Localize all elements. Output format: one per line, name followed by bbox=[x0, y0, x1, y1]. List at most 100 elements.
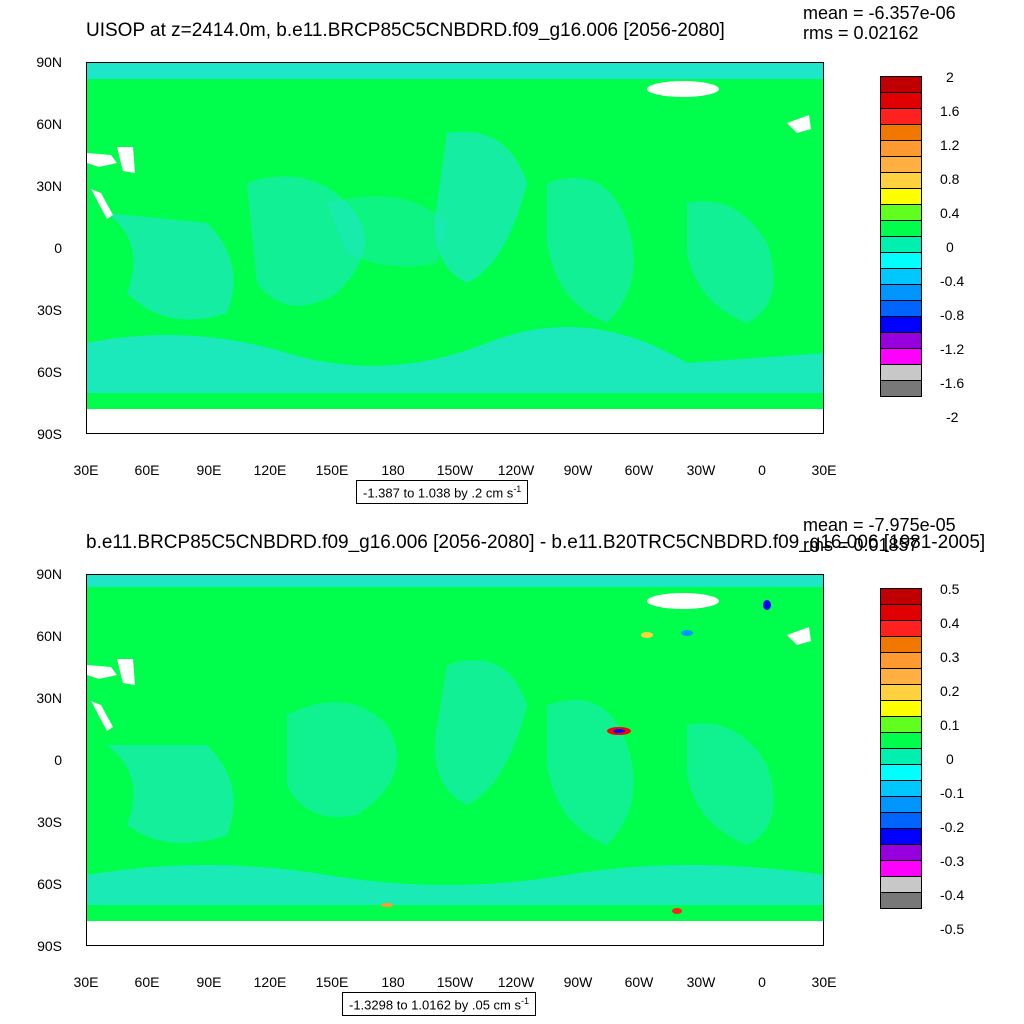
lat-label: 90N bbox=[36, 54, 62, 70]
lon-label: 30E bbox=[811, 974, 837, 990]
top-map-panel: UISOP at z=2414.0m, b.e11.BRCP85C5CNBDRD… bbox=[36, 3, 965, 505]
colorbar-swatch bbox=[880, 172, 922, 189]
lon-label: 150E bbox=[315, 974, 349, 990]
rms-value: rms = 0.02162 bbox=[803, 23, 919, 43]
colorbar-label: -1.2 bbox=[940, 341, 965, 357]
caption-superscript: -1 bbox=[521, 996, 530, 1006]
colorbar-label: -0.4 bbox=[940, 887, 965, 903]
colorbar-swatch bbox=[880, 684, 922, 701]
colorbar-swatch bbox=[880, 380, 922, 397]
colorbar-swatch bbox=[880, 348, 922, 365]
panel-title: UISOP at z=2414.0m, b.e11.BRCP85C5CNBDRD… bbox=[86, 20, 725, 41]
bottom-map-panel: b.e11.BRCP85C5CNBDRD.f09_g16.006 [2056-2… bbox=[0, 512, 1024, 1024]
colorbar-swatch bbox=[880, 156, 922, 173]
lon-label: 120W bbox=[497, 974, 535, 990]
colorbar-label: 0.4 bbox=[940, 615, 960, 631]
colorbar-label: -0.5 bbox=[940, 921, 965, 937]
rms-value: rms = 0.01857 bbox=[803, 535, 919, 555]
colorbar-swatch bbox=[880, 732, 922, 749]
lon-label: 60E bbox=[134, 462, 160, 478]
lon-label: 30E bbox=[811, 462, 837, 478]
colorbar-swatch bbox=[880, 780, 922, 797]
colorbar bbox=[880, 76, 922, 397]
caption-text: -1.3298 to 1.0162 by .05 cm s bbox=[349, 997, 521, 1013]
lat-label: 30N bbox=[36, 178, 62, 194]
lon-label: 30E bbox=[73, 462, 99, 478]
colorbar-swatch bbox=[880, 284, 922, 301]
colorbar-swatch bbox=[880, 108, 922, 125]
lat-label: 90N bbox=[36, 566, 62, 582]
colorbar-swatch bbox=[880, 588, 922, 605]
world-field-map bbox=[87, 63, 823, 433]
colorbar-label: -0.2 bbox=[940, 819, 965, 835]
colorbar-swatch bbox=[880, 268, 922, 285]
colorbar-label: 0.8 bbox=[940, 171, 960, 187]
colorbar-swatch bbox=[880, 332, 922, 349]
colorbar-label: -0.1 bbox=[940, 785, 965, 801]
stats-block: mean = -7.975e-05 rms = 0.01857 bbox=[803, 515, 956, 555]
lat-label: 30S bbox=[37, 814, 62, 830]
mean-value: mean = -7.975e-05 bbox=[803, 515, 956, 535]
colorbar-swatch bbox=[880, 700, 922, 717]
lon-label: 90W bbox=[563, 974, 593, 990]
lon-label: 0 bbox=[758, 462, 766, 478]
colorbar-swatch bbox=[880, 620, 922, 637]
colorbar-label: 2 bbox=[946, 69, 954, 85]
lon-label: 60W bbox=[624, 974, 654, 990]
lat-label: 0 bbox=[54, 240, 62, 256]
caption-superscript: -1 bbox=[513, 484, 522, 494]
lon-label: 90E bbox=[196, 974, 222, 990]
lon-label: 120W bbox=[497, 462, 535, 478]
caption-text: -1.387 to 1.038 by .2 cm s bbox=[363, 485, 514, 501]
lat-label: 60N bbox=[36, 628, 62, 644]
lat-label: 90S bbox=[37, 938, 62, 954]
mean-value: mean = -6.357e-06 bbox=[803, 3, 956, 23]
range-caption: -1.387 to 1.038 by .2 cm s-1 bbox=[356, 480, 529, 505]
colorbar-label: -0.4 bbox=[940, 273, 965, 289]
stats-block: mean = -6.357e-06 rms = 0.02162 bbox=[803, 3, 956, 43]
colorbar-swatch bbox=[880, 652, 922, 669]
colorbar-swatch bbox=[880, 364, 922, 381]
colorbar-swatch bbox=[880, 188, 922, 205]
lon-label: 150E bbox=[315, 462, 349, 478]
colorbar-label: -0.8 bbox=[940, 307, 965, 323]
lon-label: 30W bbox=[686, 974, 716, 990]
colorbar-swatch bbox=[880, 812, 922, 829]
panel-title: b.e11.BRCP85C5CNBDRD.f09_g16.006 [2056-2… bbox=[86, 532, 986, 553]
colorbar-swatch bbox=[880, 300, 922, 317]
lat-label: 60N bbox=[36, 116, 62, 132]
lat-label: 0 bbox=[54, 752, 62, 768]
colorbar-swatch bbox=[880, 236, 922, 253]
colorbar-label: 1.2 bbox=[940, 137, 960, 153]
colorbar-swatch bbox=[880, 796, 922, 813]
colorbar-swatch bbox=[880, 92, 922, 109]
range-caption: -1.3298 to 1.0162 by .05 cm s-1 bbox=[342, 992, 537, 1017]
lon-label: 120E bbox=[253, 974, 287, 990]
colorbar-swatch bbox=[880, 604, 922, 621]
colorbar-label: 0.4 bbox=[940, 205, 960, 221]
lon-label: 150W bbox=[436, 462, 474, 478]
colorbar-swatch bbox=[880, 668, 922, 685]
lat-label: 90S bbox=[37, 426, 62, 442]
colorbar-label: -1.6 bbox=[940, 375, 965, 391]
colorbar-swatch bbox=[880, 844, 922, 861]
colorbar-swatch bbox=[880, 140, 922, 157]
lon-label: 30E bbox=[73, 974, 99, 990]
colorbar-swatch bbox=[880, 252, 922, 269]
colorbar-swatch bbox=[880, 124, 922, 141]
colorbar-swatch bbox=[880, 860, 922, 877]
lat-label: 60S bbox=[37, 876, 62, 892]
world-difference-map bbox=[87, 575, 823, 945]
lon-label: 150W bbox=[436, 974, 474, 990]
lon-label: 180 bbox=[381, 974, 405, 990]
lon-label: 0 bbox=[758, 974, 766, 990]
colorbar-label: 0.5 bbox=[940, 581, 960, 597]
lon-label: 120E bbox=[253, 462, 287, 478]
map-plot-area bbox=[86, 62, 824, 434]
colorbar-label: 0 bbox=[946, 239, 954, 255]
colorbar-swatch bbox=[880, 636, 922, 653]
lon-label: 180 bbox=[381, 462, 405, 478]
lon-label: 60E bbox=[134, 974, 160, 990]
colorbar-swatch bbox=[880, 876, 922, 893]
colorbar-label: 1.6 bbox=[940, 103, 960, 119]
